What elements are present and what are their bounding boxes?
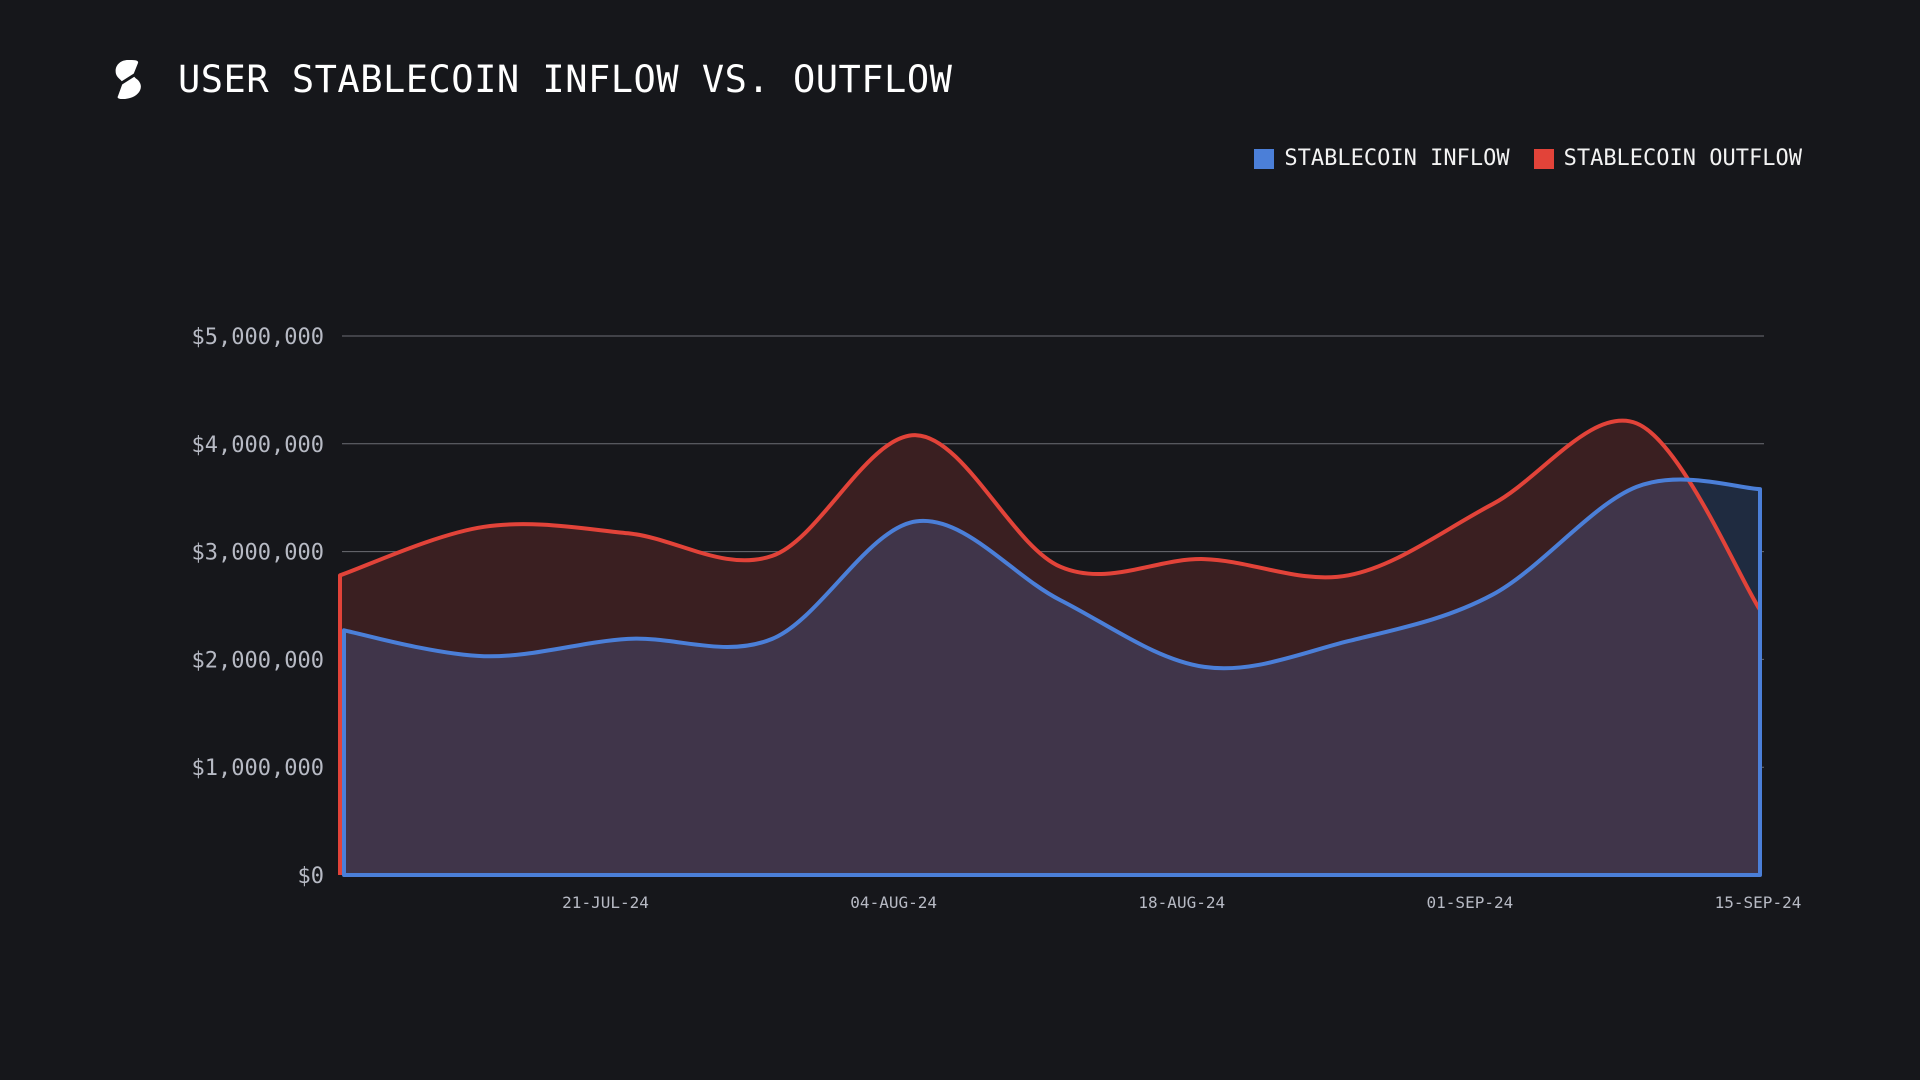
lines-layer xyxy=(338,418,1762,877)
legend-swatch-outflow xyxy=(1533,148,1554,169)
outflow-series-line[interactable] xyxy=(338,418,1762,875)
x-tick-label: 01-SEP-24 xyxy=(1427,893,1514,912)
chart-header: USER STABLECOIN INFLOW VS. OUTFLOW xyxy=(112,56,952,102)
legend-swatch-inflow xyxy=(1254,148,1275,169)
y-tick-label: $3,000,000 xyxy=(192,541,324,566)
legend-label-outflow: STABLECOIN OUTFLOW xyxy=(1563,146,1802,171)
x-axis-ticks: 21-JUL-24 04-AUG-24 18-AUG-24 01-SEP-24 15-S… xyxy=(562,893,1801,912)
x-tick-label: 15-SEP-24 xyxy=(1715,893,1802,912)
overlap-area xyxy=(340,479,1760,875)
y-tick-label: $0 xyxy=(298,864,325,889)
y-tick-label: $4,000,000 xyxy=(192,433,324,458)
legend-label-inflow: STABLECOIN INFLOW xyxy=(1284,146,1510,171)
stablecoin-logo-icon xyxy=(115,60,141,100)
legend-item-outflow[interactable]: STABLECOIN OUTFLOW xyxy=(1533,146,1802,171)
y-tick-label: $5,000,000 xyxy=(192,325,324,350)
x-tick-label: 21-JUL-24 xyxy=(562,893,649,912)
x-tick-label: 18-AUG-24 xyxy=(1138,893,1225,912)
x-tick-label: 04-AUG-24 xyxy=(850,893,937,912)
legend-item-inflow[interactable]: STABLECOIN INFLOW xyxy=(1254,146,1510,171)
chart-title: USER STABLECOIN INFLOW VS. OUTFLOW xyxy=(178,57,953,101)
inflow-series-line[interactable] xyxy=(342,477,1762,877)
y-tick-label: $2,000,000 xyxy=(192,648,324,673)
y-axis-ticks: $0 $1,000,000 $2,000,000 $3,000,000 $4,000,0… xyxy=(192,325,324,889)
chart-legend: STABLECOIN INFLOW STABLECOIN OUTFLOW xyxy=(1254,146,1802,171)
areas-layer xyxy=(340,420,1760,875)
y-tick-label: $1,000,000 xyxy=(192,756,324,781)
